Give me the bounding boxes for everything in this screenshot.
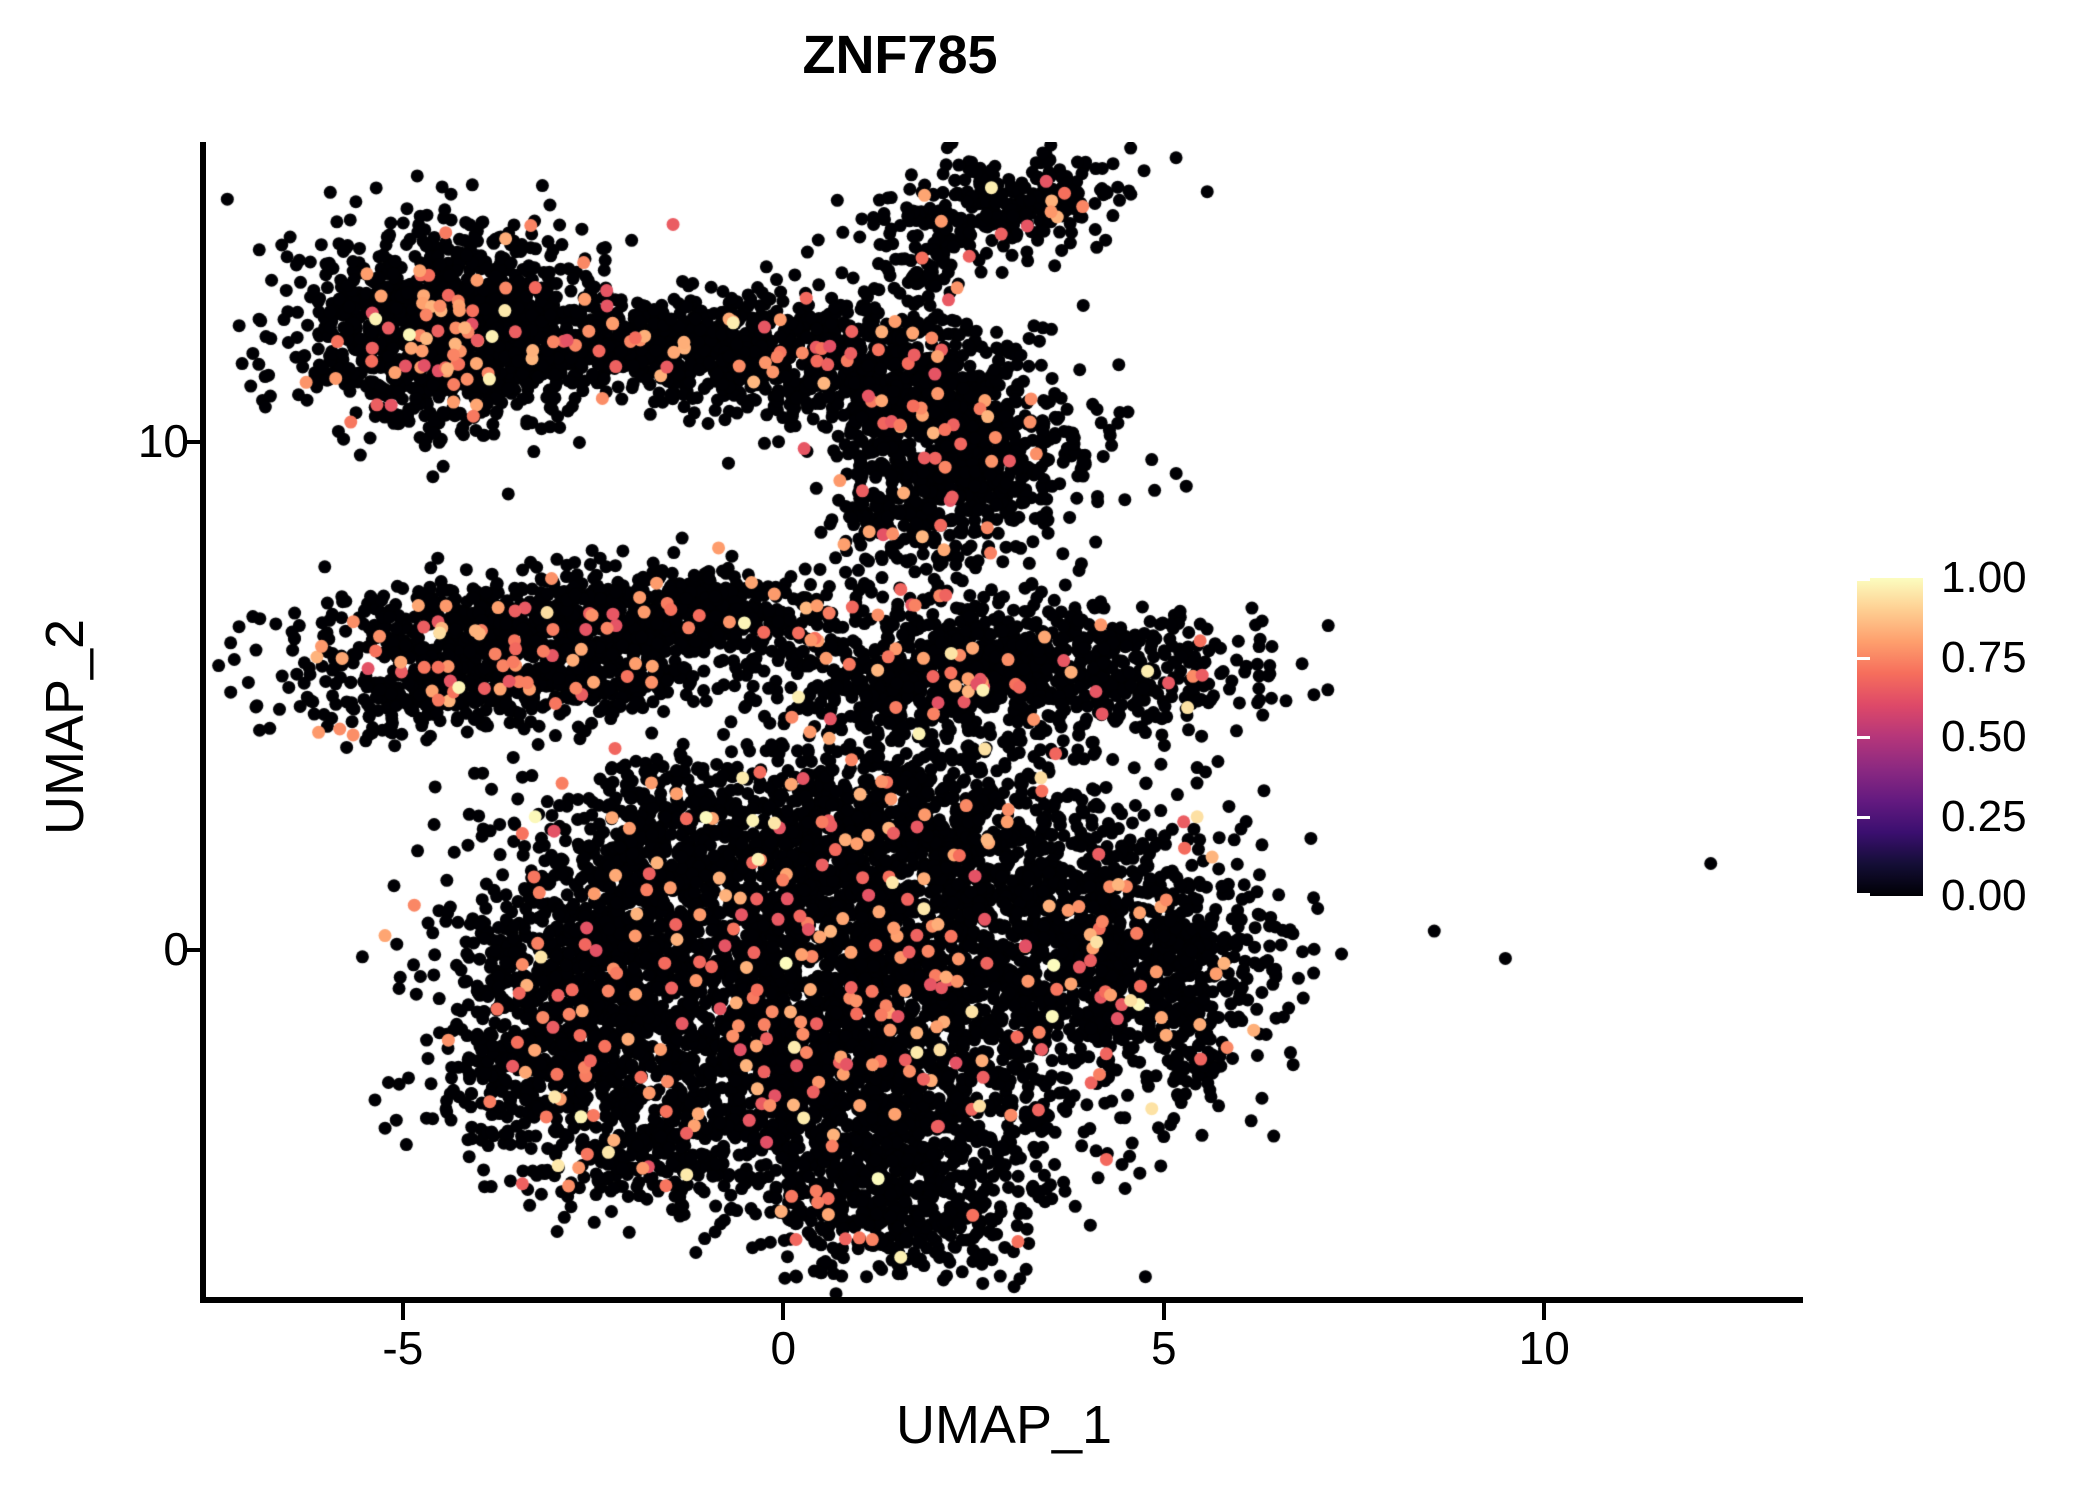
y-axis-title: UMAP_2 bbox=[35, 618, 95, 836]
colorbar-tick-mark bbox=[2074, 578, 2087, 581]
colorbar-tick-mark bbox=[1857, 736, 1870, 739]
x-tick-label: 10 bbox=[1518, 1322, 1570, 1374]
colorbar-tick-label: 0.00 bbox=[1941, 871, 2027, 920]
colorbar-tick-mark bbox=[1857, 656, 1870, 660]
colorbar-tick-mark bbox=[1857, 578, 1870, 581]
x-tick-label: 5 bbox=[1151, 1322, 1177, 1374]
x-tick-mark bbox=[781, 1303, 786, 1320]
y-tick-mark bbox=[183, 439, 200, 444]
x-tick-mark bbox=[1161, 1303, 1166, 1320]
y-axis-line bbox=[200, 142, 206, 1303]
colorbar-tick-label: 0.75 bbox=[1941, 632, 2027, 682]
x-axis-title: UMAP_1 bbox=[895, 1395, 1113, 1455]
x-tick-mark bbox=[1542, 1303, 1547, 1320]
x-tick-label: -5 bbox=[382, 1322, 424, 1374]
x-axis-line bbox=[200, 1297, 1803, 1303]
scatter-canvas[interactable] bbox=[205, 142, 1803, 1300]
x-tick-label: 0 bbox=[770, 1322, 797, 1374]
colorbar-tick-mark bbox=[1857, 893, 1870, 896]
y-tick-label: 0 bbox=[163, 922, 189, 975]
plot-panel[interactable] bbox=[205, 142, 1803, 1300]
page-title: ZNF785 bbox=[802, 25, 998, 85]
colorbar-legend[interactable]: 0.00 0.25 0.50 0.75 1.00 bbox=[1857, 556, 2087, 918]
colorbar-tick-mark bbox=[2074, 736, 2087, 739]
colorbar-tick-mark bbox=[2074, 815, 2087, 819]
colorbar-tick-label: 1.00 bbox=[1941, 553, 2027, 602]
colorbar-tick-mark bbox=[2074, 656, 2087, 660]
x-tick-mark bbox=[400, 1303, 405, 1320]
colorbar-tick-mark bbox=[1857, 815, 1870, 819]
colorbar-tick-label: 0.25 bbox=[1941, 791, 2027, 841]
y-tick-mark bbox=[183, 947, 200, 952]
colorbar-tick-label: 0.50 bbox=[1941, 712, 2027, 761]
colorbar-tick-mark bbox=[2074, 893, 2087, 896]
y-tick-label: 10 bbox=[137, 414, 189, 467]
